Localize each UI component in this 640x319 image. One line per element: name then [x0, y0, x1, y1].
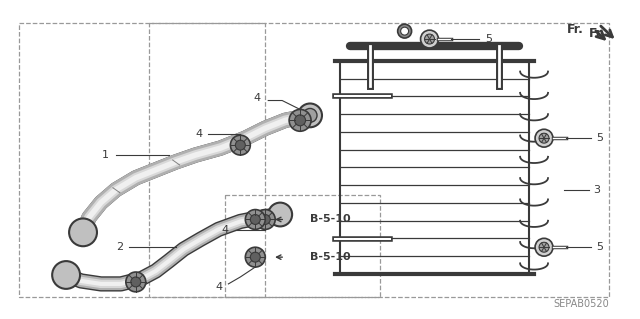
Circle shape [260, 214, 270, 225]
Circle shape [245, 210, 265, 229]
Text: 5: 5 [596, 242, 603, 252]
Circle shape [289, 109, 311, 131]
Circle shape [250, 214, 260, 225]
Text: 5: 5 [485, 34, 492, 44]
Circle shape [255, 210, 275, 229]
Circle shape [131, 277, 141, 287]
Circle shape [126, 272, 146, 292]
Circle shape [294, 115, 305, 126]
Text: 3: 3 [593, 185, 600, 195]
Bar [148, 23, 609, 297]
Circle shape [52, 261, 80, 289]
Text: 4: 4 [253, 93, 260, 102]
Text: 1: 1 [102, 150, 109, 160]
Circle shape [298, 103, 322, 127]
Text: 5: 5 [596, 133, 603, 143]
Text: 4: 4 [215, 282, 223, 292]
Text: 4: 4 [195, 129, 202, 139]
Text: B-5-10: B-5-10 [310, 214, 351, 225]
Text: Fr.: Fr. [567, 23, 584, 36]
Circle shape [424, 34, 435, 44]
Bar [19, 23, 265, 297]
Text: 4: 4 [221, 226, 228, 235]
Circle shape [420, 30, 438, 48]
Bar [225, 195, 380, 297]
Circle shape [535, 129, 553, 147]
Circle shape [539, 133, 549, 143]
Circle shape [539, 242, 549, 252]
Circle shape [236, 140, 245, 150]
Text: B-5-10: B-5-10 [310, 252, 351, 262]
Circle shape [401, 27, 408, 35]
Circle shape [535, 238, 553, 256]
Text: SEPAB0520: SEPAB0520 [553, 299, 609, 309]
Circle shape [397, 24, 412, 38]
Circle shape [69, 219, 97, 246]
Text: 2: 2 [116, 242, 123, 252]
Circle shape [268, 203, 292, 226]
Circle shape [303, 108, 317, 122]
Text: Fr.: Fr. [589, 27, 605, 40]
Circle shape [230, 135, 250, 155]
Circle shape [245, 247, 265, 267]
Circle shape [250, 252, 260, 262]
